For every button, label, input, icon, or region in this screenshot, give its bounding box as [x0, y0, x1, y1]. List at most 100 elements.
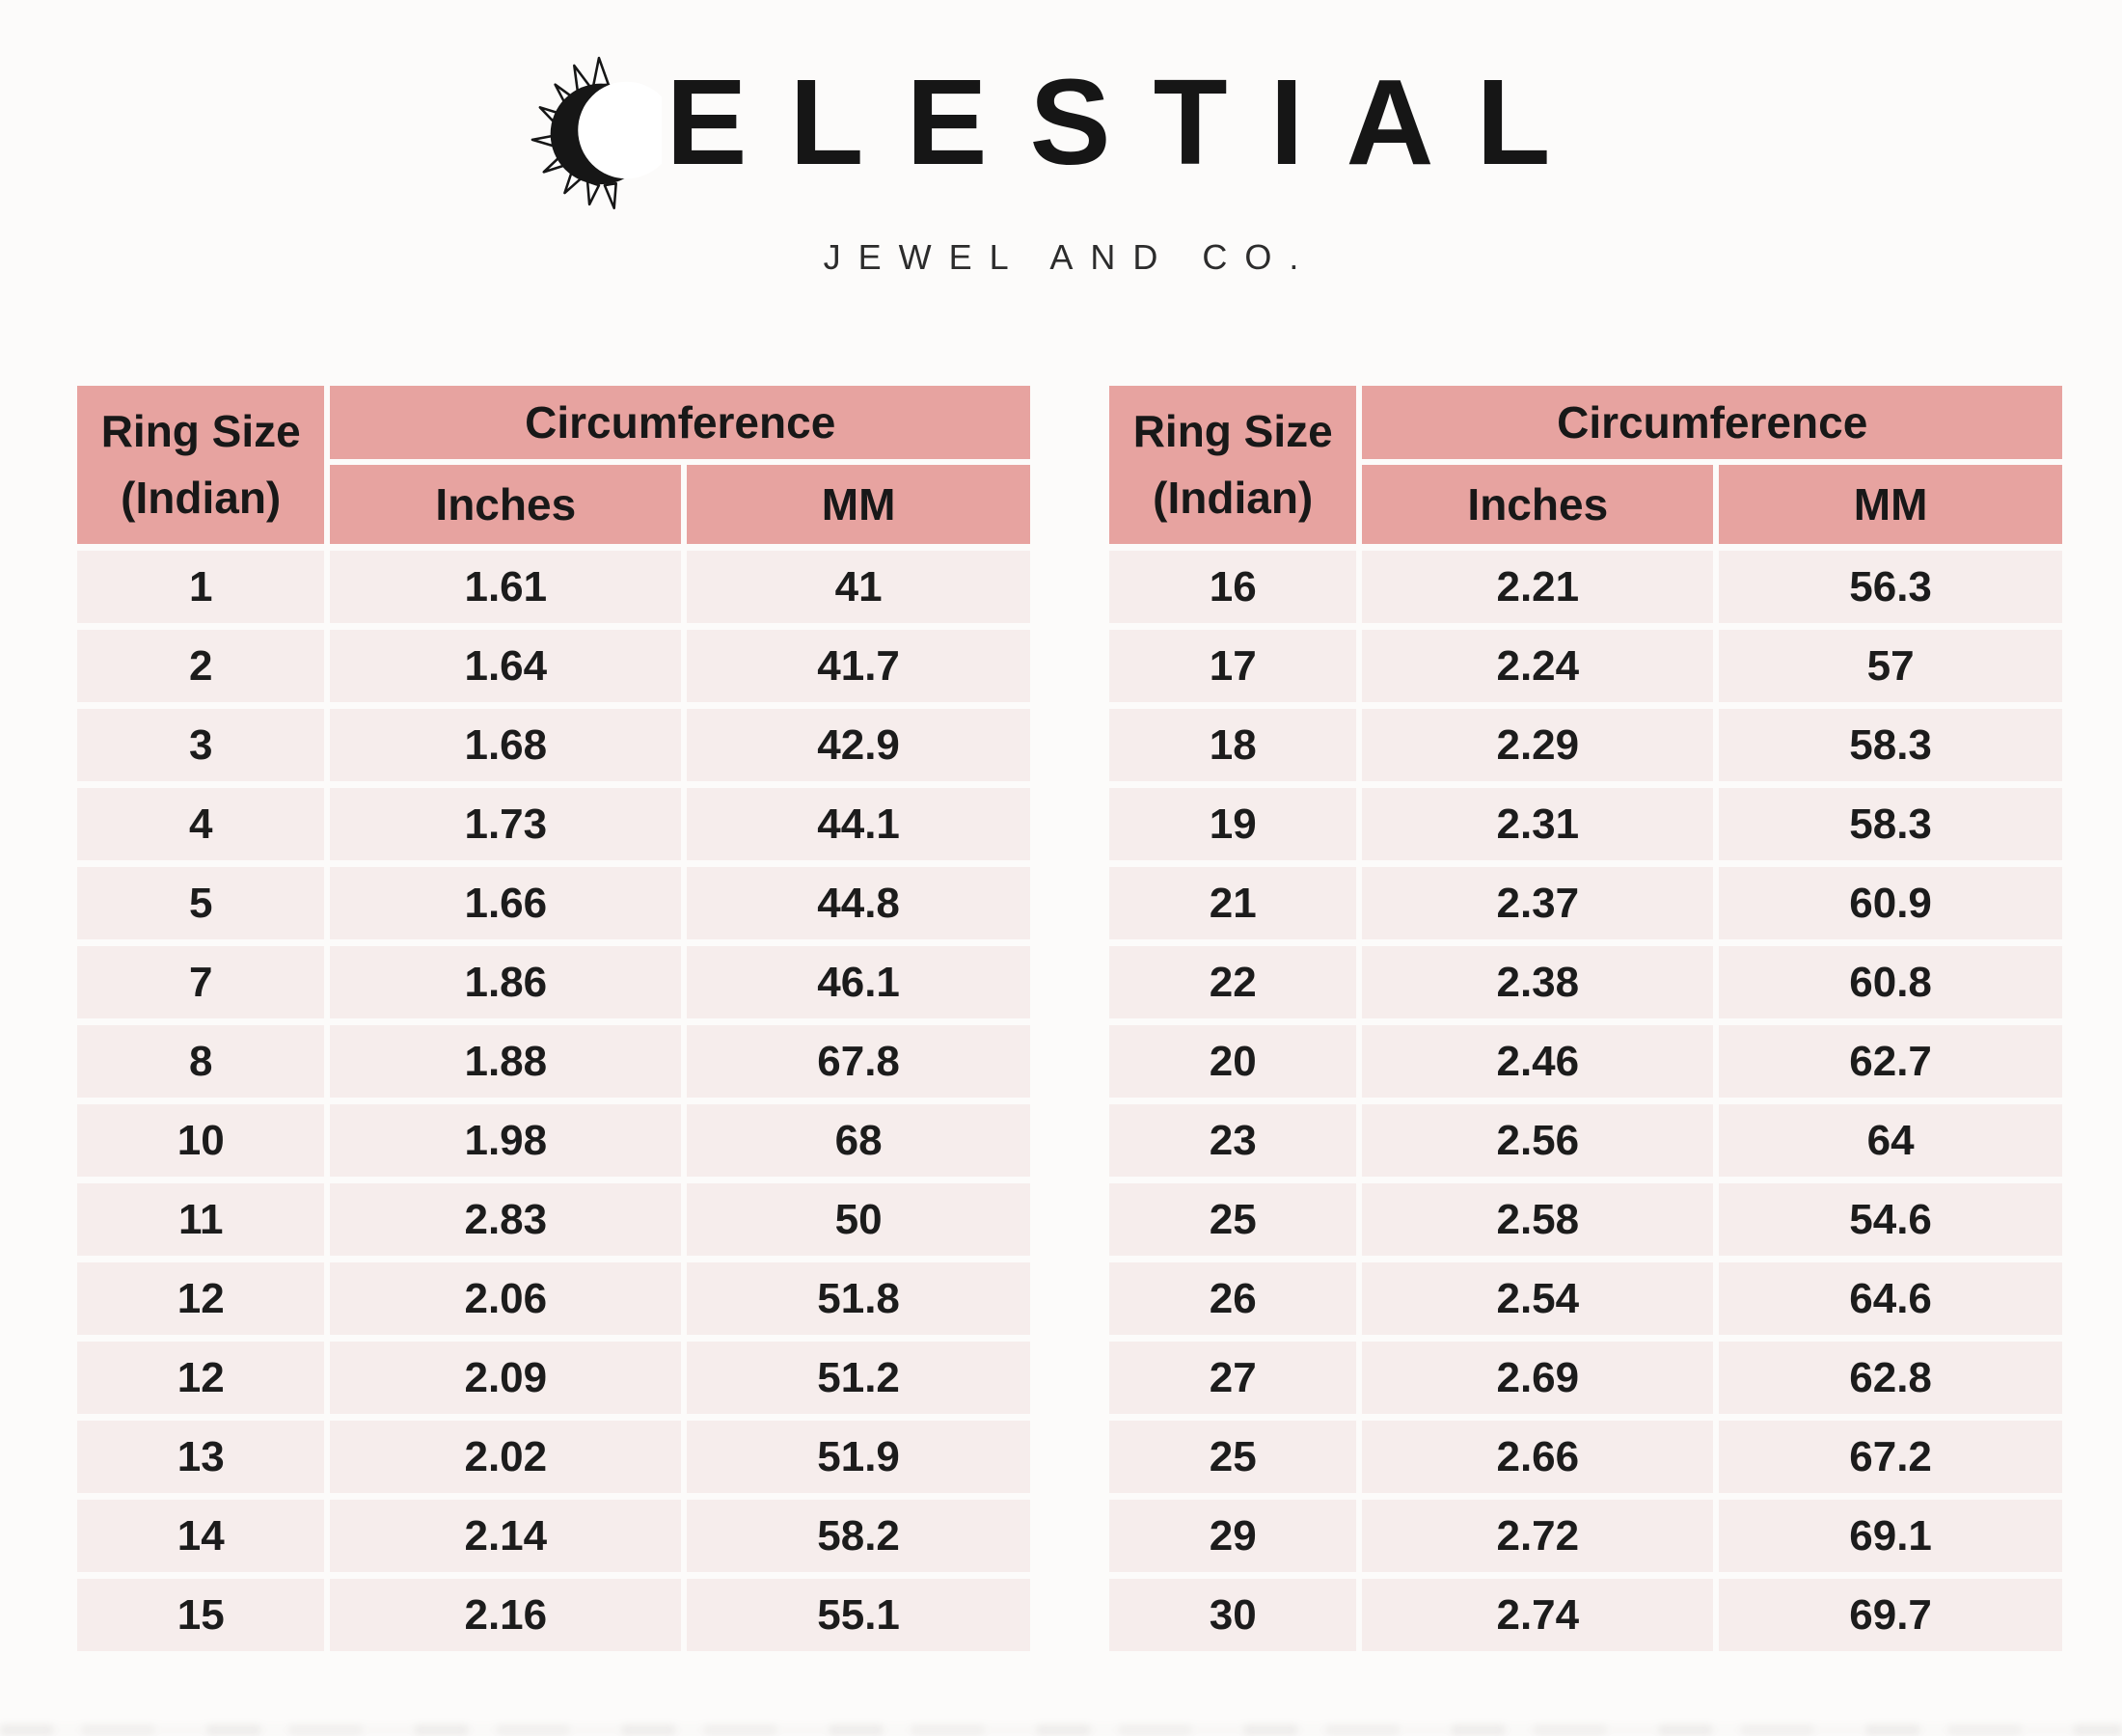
table-cell: 1.61	[330, 551, 682, 623]
table-row: 19 2.31 58.3	[1109, 788, 2062, 860]
table-cell: 18	[1109, 709, 1357, 781]
table-row: 17 2.24 57	[1109, 630, 2062, 702]
header-ring-size-line2: (Indian)	[1153, 473, 1314, 523]
table-cell: 2.38	[1362, 946, 1714, 1018]
table-cell: 25	[1109, 1183, 1357, 1256]
table-cell: 42.9	[687, 709, 1030, 781]
table-cell: 3	[77, 709, 325, 781]
table-row: 5 1.66 44.8	[77, 867, 1030, 939]
table-cell: 16	[1109, 551, 1357, 623]
table-cell: 14	[77, 1500, 325, 1572]
table-row: 8 1.88 67.8	[77, 1025, 1030, 1098]
table-cell: 12	[77, 1262, 325, 1335]
table-cell: 1.86	[330, 946, 682, 1018]
table-row: 29 2.72 69.1	[1109, 1500, 2062, 1572]
table-cell: 27	[1109, 1342, 1357, 1414]
header-ring-size-line1: Ring Size	[1132, 406, 1333, 456]
table-row: 10 1.98 68	[77, 1104, 1030, 1177]
table-row: 3 1.68 42.9	[77, 709, 1030, 781]
header-inches: Inches	[330, 465, 682, 544]
table-cell: 2.02	[330, 1421, 682, 1493]
table-cell: 2.72	[1362, 1500, 1714, 1572]
table-cell: 2.16	[330, 1579, 682, 1651]
table-cell: 2.69	[1362, 1342, 1714, 1414]
table-row: 15 2.16 55.1	[77, 1579, 1030, 1651]
header-ring-size-line1: Ring Size	[100, 406, 301, 456]
header-circumference: Circumference	[330, 386, 1030, 459]
table-body: 1 1.61 41 2 1.64 41.7 3 1.68 42.9 4 1.73 44.1 5 1.66 4…	[77, 551, 1030, 1651]
table-cell: 58.3	[1719, 788, 2062, 860]
sun-crescent-icon	[529, 35, 663, 224]
table-cell: 13	[77, 1421, 325, 1493]
header-inches: Inches	[1362, 465, 1714, 544]
table-cell: 62.7	[1719, 1025, 2062, 1098]
table-cell: 2	[77, 630, 325, 702]
table-cell: 2.29	[1362, 709, 1714, 781]
table-cell: 50	[687, 1183, 1030, 1256]
table-cell: 1.98	[330, 1104, 682, 1177]
table-row: 25 2.58 54.6	[1109, 1183, 2062, 1256]
table-row: 20 2.46 62.7	[1109, 1025, 2062, 1098]
table-cell: 51.8	[687, 1262, 1030, 1335]
table-cell: 25	[1109, 1421, 1357, 1493]
table-cell: 1.66	[330, 867, 682, 939]
table-row: 13 2.02 51.9	[77, 1421, 1030, 1493]
table-cell: 2.14	[330, 1500, 682, 1572]
table-header: Ring Size (Indian) Circumference Inches …	[1109, 386, 2062, 544]
table-cell: 67.8	[687, 1025, 1030, 1098]
table-cell: 41.7	[687, 630, 1030, 702]
table-cell: 2.46	[1362, 1025, 1714, 1098]
table-row: 22 2.38 60.8	[1109, 946, 2062, 1018]
brand-subtitle: JEWEL AND CO.	[823, 237, 1317, 277]
table-cell: 60.8	[1719, 946, 2062, 1018]
table-cell: 20	[1109, 1025, 1357, 1098]
table-cell: 7	[77, 946, 325, 1018]
table-row: 2 1.64 41.7	[77, 630, 1030, 702]
table-cell: 2.56	[1362, 1104, 1714, 1177]
logo-row: ELESTIAL	[529, 35, 1592, 224]
table-cell: 2.37	[1362, 867, 1714, 939]
table-row: 26 2.54 64.6	[1109, 1262, 2062, 1335]
table-cell: 58.3	[1719, 709, 2062, 781]
table-cell: 21	[1109, 867, 1357, 939]
table-cell: 2.24	[1362, 630, 1714, 702]
ring-size-table-left: Ring Size (Indian) Circumference Inches …	[77, 386, 1030, 1651]
table-cell: 2.21	[1362, 551, 1714, 623]
table-cell: 64	[1719, 1104, 2062, 1177]
table-cell: 44.1	[687, 788, 1030, 860]
table-cell: 5	[77, 867, 325, 939]
table-row: 12 2.09 51.2	[77, 1342, 1030, 1414]
table-row: 16 2.21 56.3	[1109, 551, 2062, 623]
ring-size-table-right: Ring Size (Indian) Circumference Inches …	[1109, 386, 2062, 1651]
header-ring-size: Ring Size (Indian)	[77, 386, 325, 544]
cropped-text-artifact	[0, 1724, 2122, 1736]
table-cell: 8	[77, 1025, 325, 1098]
table-cell: 4	[77, 788, 325, 860]
table-cell: 1.64	[330, 630, 682, 702]
table-cell: 11	[77, 1183, 325, 1256]
header-mm: MM	[687, 465, 1030, 544]
table-cell: 30	[1109, 1579, 1357, 1651]
table-cell: 69.1	[1719, 1500, 2062, 1572]
brand-logo-celestial: ELESTIAL JEWEL AND CO.	[0, 35, 2122, 278]
table-cell: 2.58	[1362, 1183, 1714, 1256]
table-cell: 1.68	[330, 709, 682, 781]
table-cell: 2.31	[1362, 788, 1714, 860]
table-cell: 2.74	[1362, 1579, 1714, 1651]
table-row: 12 2.06 51.8	[77, 1262, 1030, 1335]
table-cell: 55.1	[687, 1579, 1030, 1651]
table-cell: 64.6	[1719, 1262, 2062, 1335]
table-cell: 56.3	[1719, 551, 2062, 623]
table-cell: 2.06	[330, 1262, 682, 1335]
table-row: 18 2.29 58.3	[1109, 709, 2062, 781]
table-cell: 2.66	[1362, 1421, 1714, 1493]
table-row: 21 2.37 60.9	[1109, 867, 2062, 939]
table-cell: 1.88	[330, 1025, 682, 1098]
table-cell: 17	[1109, 630, 1357, 702]
table-cell: 1	[77, 551, 325, 623]
table-cell: 2.09	[330, 1342, 682, 1414]
header-mm: MM	[1719, 465, 2062, 544]
table-cell: 51.9	[687, 1421, 1030, 1493]
header-ring-size: Ring Size (Indian)	[1109, 386, 1357, 544]
table-cell: 1.73	[330, 788, 682, 860]
